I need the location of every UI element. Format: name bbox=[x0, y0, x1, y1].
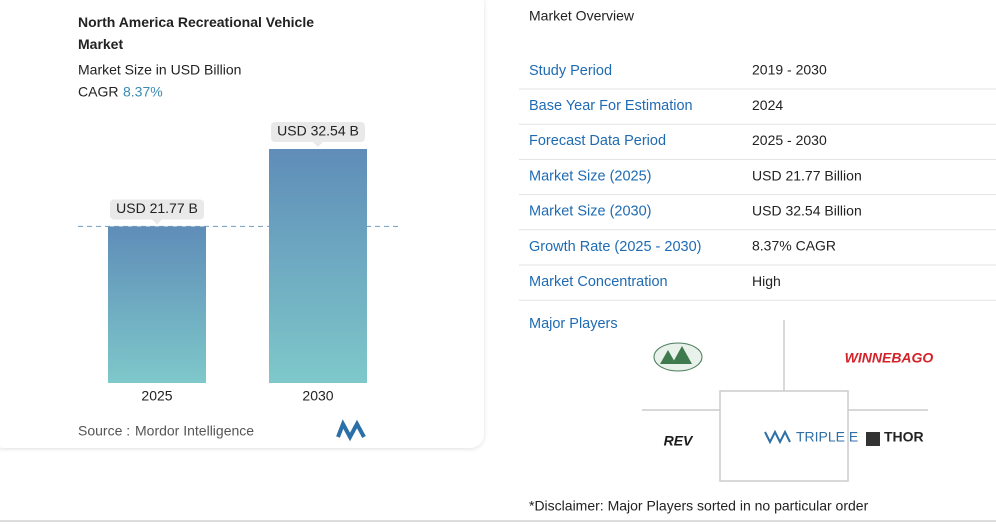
chart-subtitle: Market Size in USD Billion bbox=[78, 62, 241, 78]
cagr-value: 8.37% bbox=[123, 84, 163, 100]
row-label: Market Size (2030) bbox=[529, 204, 652, 220]
player-logo-text: WINNEBAGO bbox=[845, 350, 934, 366]
player-logo bbox=[764, 429, 791, 445]
row-value: USD 32.54 Billion bbox=[752, 203, 862, 219]
player-logo-text: THOR bbox=[884, 429, 924, 445]
bar bbox=[108, 226, 206, 383]
row-label: Market Size (2025) bbox=[529, 168, 652, 184]
row-value: 2024 bbox=[752, 97, 783, 113]
row-label: Forecast Data Period bbox=[529, 133, 666, 149]
row-label: Growth Rate (2025 - 2030) bbox=[529, 239, 701, 255]
value-label: USD 32.54 B bbox=[277, 123, 359, 139]
row-value: High bbox=[752, 273, 781, 289]
source-label: Source : bbox=[78, 423, 130, 439]
source: Mordor Intelligence bbox=[135, 423, 254, 439]
overview-title: Market Overview bbox=[529, 8, 635, 24]
chart-card bbox=[0, 0, 484, 448]
row-value: 2019 - 2030 bbox=[752, 62, 827, 78]
player-logo-text: TRIPLE E bbox=[796, 429, 858, 445]
value-label: USD 21.77 B bbox=[116, 200, 198, 216]
row-value: USD 21.77 Billion bbox=[752, 167, 862, 183]
value-label-bg bbox=[110, 199, 204, 220]
value-label-bg bbox=[271, 122, 365, 142]
x-tick-label: 2025 bbox=[141, 388, 172, 404]
row-value: 8.37% CAGR bbox=[752, 238, 836, 254]
bar bbox=[269, 149, 367, 383]
x-tick-label: 2030 bbox=[302, 388, 333, 404]
player-logo bbox=[866, 432, 880, 446]
row-label: Study Period bbox=[529, 63, 612, 79]
row-label: Market Concentration bbox=[529, 274, 668, 290]
chart-title: North America Recreational Vehicle Market bbox=[78, 14, 314, 52]
player-logo bbox=[653, 342, 703, 372]
value-label-pointer bbox=[152, 219, 162, 225]
row-value: 2025 - 2030 bbox=[752, 132, 827, 148]
players-grid bbox=[642, 320, 928, 482]
players-label: Major Players bbox=[529, 316, 618, 332]
disclaimer: *Disclaimer: Major Players sorted in no … bbox=[529, 498, 869, 514]
brand-logo bbox=[336, 419, 366, 442]
value-label-pointer bbox=[313, 142, 323, 147]
player-logo-text: REV bbox=[664, 433, 694, 449]
cagr-label: CAGR bbox=[78, 84, 118, 100]
row-label: Base Year For Estimation bbox=[529, 98, 693, 114]
